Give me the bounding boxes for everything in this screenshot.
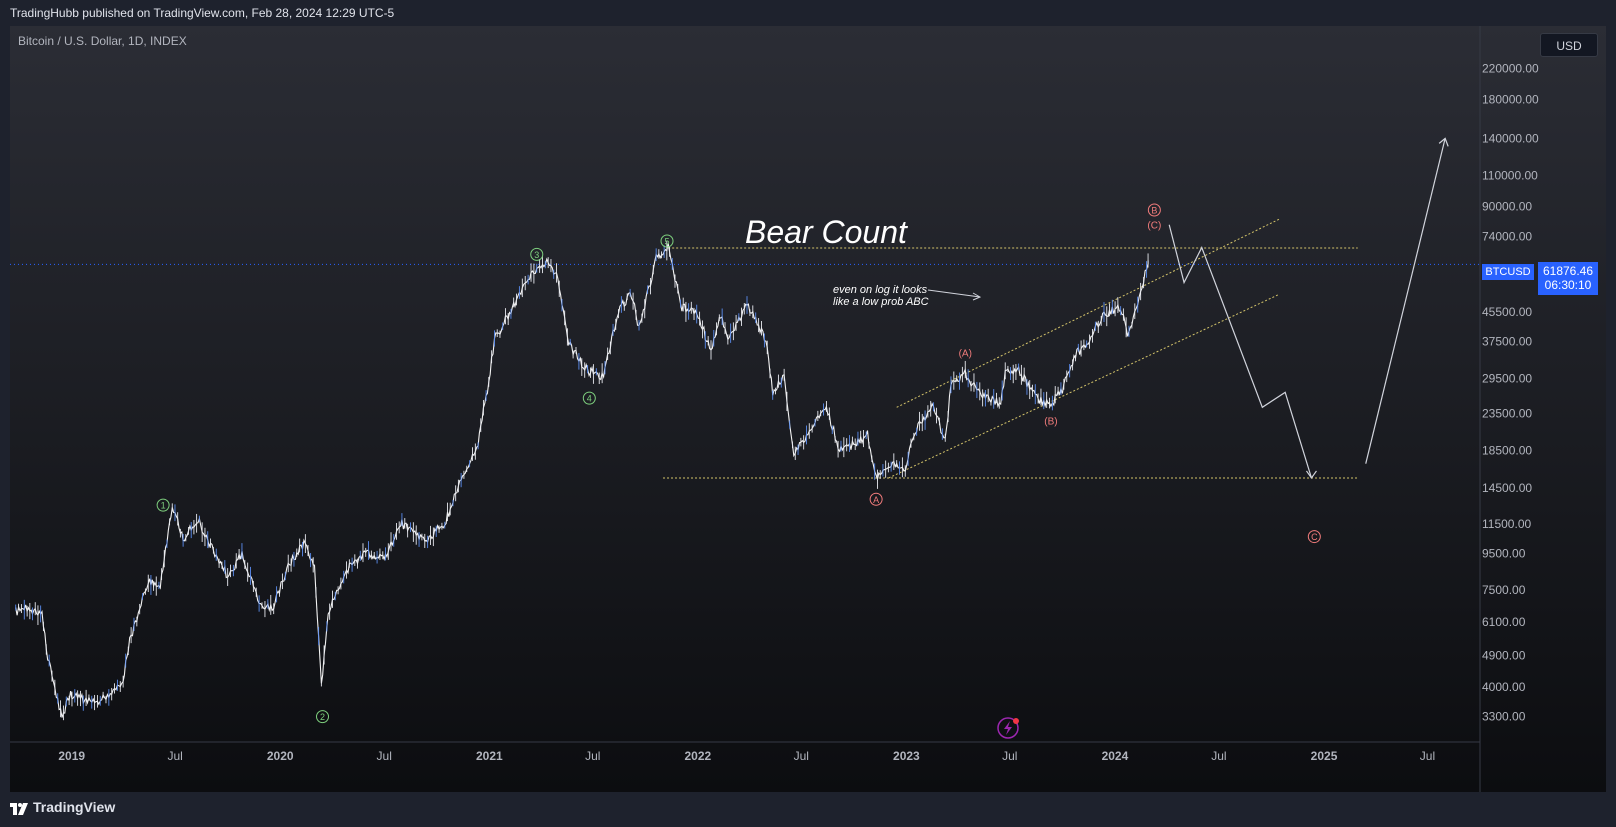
wave-label: 5 [665,236,670,246]
x-tick-label: Jul [167,749,182,763]
wave-circle [1147,203,1161,217]
wave-label: A [873,495,879,505]
y-tick-label: 220000.00 [1482,62,1539,76]
wave-circle [316,710,330,724]
btc-price-series [15,243,1149,718]
wave-label: (A) [959,348,972,359]
y-tick-label: 11500.00 [1482,517,1531,531]
wave-circle [582,391,596,405]
x-tick-label: 2025 [1311,749,1338,763]
y-tick-label: 180000.00 [1482,93,1539,107]
wave-circle [660,234,674,248]
wave-label: B [1151,206,1157,216]
x-tick-label: Jul [377,749,392,763]
published-text: TradingHubb published on TradingView.com… [10,6,395,20]
projected-path [1168,224,1313,479]
last-price-tag: 61876.46 06:30:10 [1538,262,1598,295]
notification-dot [1013,718,1019,724]
wave-label: 2 [320,712,325,722]
wave-circle [1307,530,1321,544]
currency-button[interactable]: USD [1540,33,1598,57]
bar-countdown: 06:30:10 [1544,278,1592,292]
chart-background [10,26,1606,792]
projected-rally-arrowhead [1438,137,1449,147]
y-tick-label: 9500.00 [1482,546,1526,560]
y-tick-label: 14500.00 [1482,481,1532,495]
wave-label: 4 [587,394,592,404]
footer-brand: TradingView [33,799,116,815]
y-tick-label: 6100.00 [1482,615,1526,629]
footer [0,792,1616,827]
note-arrowhead [972,292,982,301]
wave-circle [869,492,883,506]
lightning-icon [1004,721,1012,735]
y-tick-label: 29500.00 [1482,372,1532,386]
wave-label: 1 [161,501,166,511]
y-tick-label: 74000.00 [1482,230,1532,244]
x-tick-label: Jul [1211,749,1226,763]
projected-arrowhead [1305,470,1317,479]
ticker-tag: BTCUSD [1482,264,1534,280]
x-tick-label: 2019 [58,749,85,763]
y-tick-label: 4000.00 [1482,680,1526,694]
y-tick-label: 90000.00 [1482,200,1532,214]
y-tick-label: 45500.00 [1482,305,1532,319]
y-tick-label: 37500.00 [1482,335,1532,349]
chart-area[interactable]: 1 2 3 4 5 A B C (A) (B) (C) 220000.00 180000.00 1400… [10,26,1606,792]
x-tick-label: 2023 [893,749,920,763]
symbol-title: Bitcoin / U.S. Dollar, 1D, INDEX [18,34,187,48]
y-tick-label: 110000.00 [1482,169,1538,183]
wave-label: (B) [1044,416,1057,427]
y-tick-label: 4900.00 [1482,649,1526,663]
lightning-badge-icon [997,717,1019,739]
x-tick-label: 2020 [267,749,294,763]
y-tick-label: 18500.00 [1482,444,1532,458]
x-tick-label: Jul [1420,749,1435,763]
channel-upper [896,218,1280,408]
y-tick-label: 23500.00 [1482,407,1532,421]
price-chart[interactable]: 1 2 3 4 5 A B C (A) (B) (C) 220000.00 180000.00 1400… [10,26,1606,792]
annotation-note-line2: like a low prob ABC [833,296,929,308]
wave-label: 3 [534,250,539,260]
y-tick-label: 140000.00 [1482,131,1539,145]
tradingview-logo-icon [10,803,28,815]
x-tick-label: Jul [585,749,600,763]
wave-circle [156,498,170,512]
x-tick-label: 2022 [685,749,712,763]
wave-circle [530,247,544,261]
note-arrow [927,289,981,298]
bear-count-title: Bear Count [745,214,907,250]
x-tick-label: Jul [1002,749,1017,763]
last-price: 61876.46 [1542,264,1594,278]
annotation-note-line1: even on log it looks [833,284,928,296]
projected-rally-line [1365,138,1446,464]
x-tick-label: Jul [794,749,809,763]
x-tick-label: 2021 [476,749,503,763]
wave-label: (C) [1147,221,1161,232]
header-bar: TradingHubb published on TradingView.com… [0,0,1616,26]
y-tick-label: 3300.00 [1482,710,1526,724]
annotation-note: even on log it looks like a low prob ABC [833,284,929,308]
x-tick-label: 2024 [1102,749,1129,763]
wave-label: C [1311,532,1318,542]
y-tick-label: 7500.00 [1482,583,1526,597]
